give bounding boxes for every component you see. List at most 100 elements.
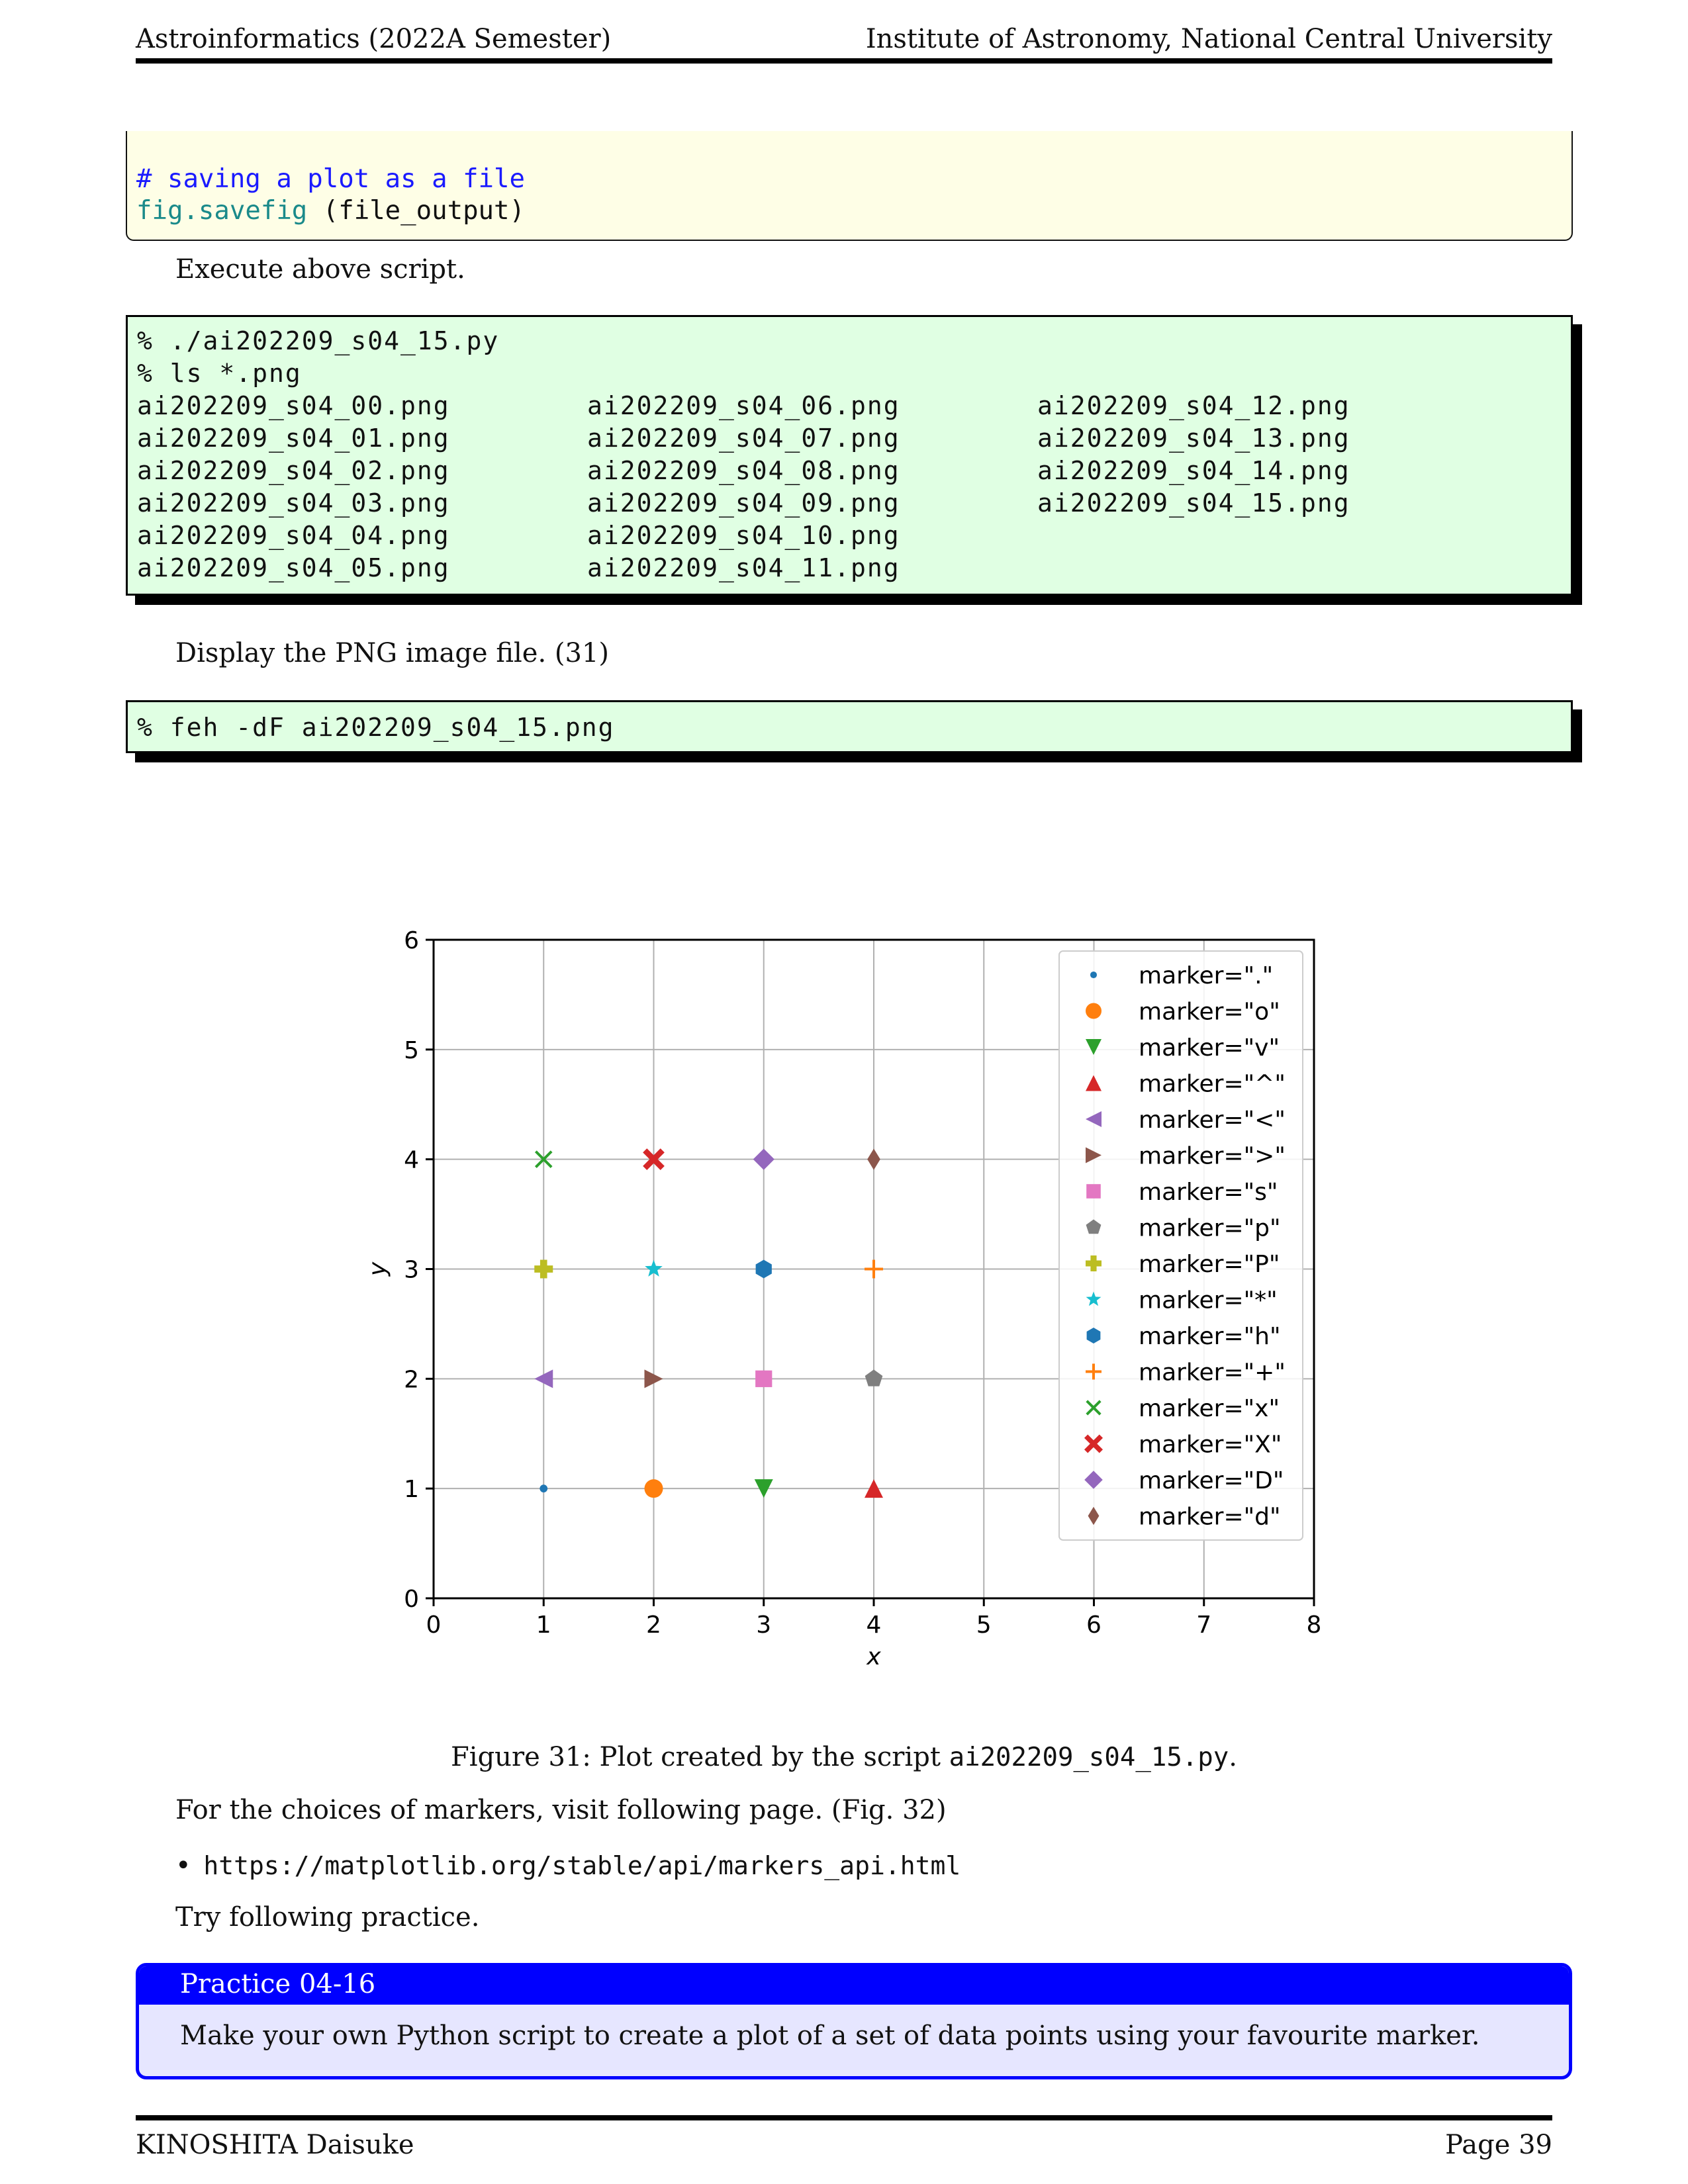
legend-label: marker="h" [1139, 1323, 1281, 1350]
legend-label: marker="o" [1139, 999, 1280, 1026]
file-name: ai202209_s04_06.png [587, 391, 900, 420]
legend-label: marker="." [1139, 962, 1273, 989]
markers-api-link[interactable]: https://matplotlib.org/stable/api/marker… [203, 1851, 961, 1880]
data-point-pentagon [865, 1369, 883, 1387]
file-name: ai202209_s04_07.png [587, 424, 900, 453]
legend-label: marker="x" [1139, 1395, 1280, 1422]
file-name: ai202209_s04_11.png [587, 553, 900, 582]
file-name: ai202209_s04_12.png [1037, 391, 1350, 420]
file-name: ai202209_s04_03.png [137, 488, 450, 518]
legend-label: marker="X" [1139, 1432, 1282, 1459]
file-name: ai202209_s04_01.png [137, 424, 450, 453]
x-tick-label: 1 [536, 1612, 551, 1639]
code-function: fig.savefig [136, 196, 308, 226]
file-name: ai202209_s04_13.png [1037, 424, 1350, 453]
paragraph-execute: Execute above script. [175, 254, 465, 285]
file-name: ai202209_s04_08.png [587, 456, 900, 485]
file-name: ai202209_s04_05.png [137, 553, 450, 582]
terminal-block-listing: % ./ai202209_s04_15.py % ls *.png ai2022… [126, 315, 1573, 596]
legend-label: marker="^" [1139, 1071, 1286, 1098]
legend-marker-x-filled [1084, 1434, 1103, 1453]
legend-marker-triangle-up [1086, 1075, 1102, 1091]
x-tick-label: 8 [1307, 1612, 1322, 1639]
paragraph-display: Display the PNG image file. (31) [175, 638, 609, 668]
header-course-title: Astroinformatics (2022A Semester) [136, 24, 612, 54]
data-point-x [534, 1150, 553, 1168]
code-arguments: (file_output) [307, 196, 526, 226]
data-point-triangle-left [534, 1369, 553, 1388]
y-tick-label: 1 [404, 1476, 419, 1503]
caption-suffix: . [1229, 1742, 1237, 1772]
legend-label: marker="*" [1139, 1287, 1278, 1314]
terminal-command-run: % ./ai202209_s04_15.py [137, 326, 500, 355]
file-name: ai202209_s04_02.png [137, 456, 450, 485]
y-tick-label: 5 [404, 1037, 419, 1064]
y-axis-label: y [364, 1261, 391, 1277]
data-point-plus-filled [534, 1259, 553, 1279]
bullet-item: • https://matplotlib.org/stable/api/mark… [175, 1850, 961, 1881]
data-point-hexagon [755, 1259, 772, 1279]
legend-marker-triangle-left [1086, 1111, 1102, 1127]
legend-label: marker="+" [1139, 1359, 1286, 1387]
code-comment: # saving a plot as a file [136, 164, 525, 194]
file-name: ai202209_s04_00.png [137, 391, 450, 420]
header-institute: Institute of Astronomy, National Central… [865, 24, 1552, 54]
caption-prefix: Figure 31: Plot created by the script [451, 1742, 949, 1772]
figure-caption: Figure 31: Plot created by the script ai… [0, 1742, 1688, 1772]
x-tick-label: 4 [867, 1612, 882, 1639]
x-tick-label: 5 [976, 1612, 992, 1639]
x-tick-label: 6 [1086, 1612, 1102, 1639]
file-name: ai202209_s04_10.png [587, 521, 900, 550]
code-savefig-line: fig.savefig (file_output) [136, 196, 525, 226]
bullet-dot: • [175, 1850, 191, 1881]
y-tick-label: 4 [404, 1147, 419, 1174]
x-axis-label: x [866, 1643, 881, 1670]
legend-marker-hexagon [1086, 1328, 1101, 1343]
x-tick-label: 2 [646, 1612, 661, 1639]
legend-label: marker=">" [1139, 1143, 1286, 1170]
file-name: ai202209_s04_15.png [1037, 488, 1350, 518]
practice-header [139, 1966, 1569, 2005]
code-block-python: # saving a plot as a file fig.savefig (f… [126, 131, 1573, 241]
legend-label: marker="d" [1139, 1504, 1281, 1531]
legend-marker-triangle-down [1086, 1039, 1102, 1055]
practice-title: Practice 04-16 [180, 1969, 376, 1999]
terminal-command-feh: % feh -dF ai202209_s04_15.png [137, 713, 615, 742]
caption-script-name: ai202209_s04_15.py [949, 1743, 1229, 1772]
legend-marker-thin-diamond [1088, 1506, 1100, 1525]
data-point-star [645, 1259, 663, 1277]
legend-label: marker="<" [1139, 1107, 1286, 1134]
legend-label: marker="s" [1139, 1179, 1278, 1206]
y-tick-label: 3 [404, 1257, 419, 1284]
practice-box: Practice 04-16 Make your own Python scri… [136, 1963, 1572, 2079]
data-point-x-filled [643, 1148, 665, 1171]
footer-author: KINOSHITA Daisuke [136, 2130, 414, 2160]
file-name: ai202209_s04_04.png [137, 521, 450, 550]
y-tick-label: 2 [404, 1366, 419, 1393]
legend-marker-point [1090, 971, 1098, 979]
legend-marker-x [1086, 1400, 1102, 1416]
legend-box [1058, 950, 1303, 1541]
data-point-triangle-up [865, 1479, 883, 1498]
file-name: ai202209_s04_09.png [587, 488, 900, 518]
data-point-triangle-right [644, 1369, 663, 1388]
legend-marker-circle [1086, 1003, 1102, 1019]
legend-marker-square [1086, 1184, 1101, 1199]
y-tick-label: 0 [404, 1586, 419, 1613]
legend-label: marker="D" [1139, 1467, 1284, 1494]
terminal-block-feh: % feh -dF ai202209_s04_15.png [126, 700, 1573, 753]
legend-label: marker="v" [1139, 1034, 1280, 1062]
legend-marker-diamond [1084, 1471, 1103, 1489]
legend-marker-triangle-right [1086, 1147, 1102, 1163]
paragraph-choices: For the choices of markers, visit follow… [175, 1795, 947, 1825]
data-point-diamond [753, 1148, 774, 1170]
x-tick-label: 0 [426, 1612, 442, 1639]
footer-rule [136, 2115, 1552, 2120]
data-point-point [539, 1484, 548, 1493]
legend-marker-pentagon [1086, 1219, 1102, 1234]
paragraph-try: Try following practice. [175, 1902, 480, 1933]
terminal-command-ls: % ls *.png [137, 359, 302, 388]
legend-marker-plus-filled [1086, 1255, 1102, 1271]
x-tick-label: 3 [756, 1612, 771, 1639]
y-tick-label: 6 [404, 927, 419, 954]
